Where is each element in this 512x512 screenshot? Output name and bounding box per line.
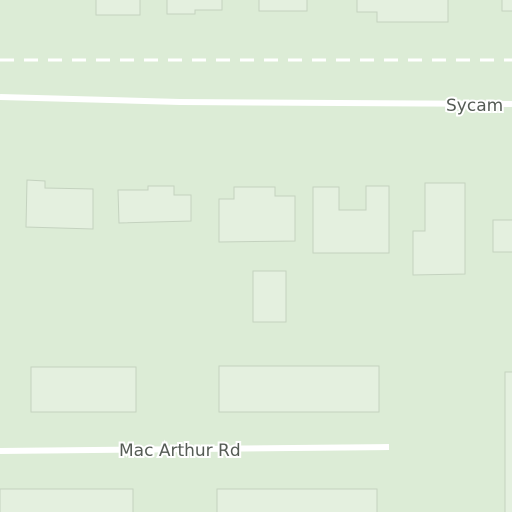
building [412,182,466,276]
road-label-mac-arthur-rd: Mac Arthur Rd [119,441,241,461]
road-mac-arthur-rd[interactable] [0,444,390,454]
building [501,0,512,12]
building [166,0,223,15]
building [356,0,449,23]
building [0,488,134,512]
road-sycamore[interactable] [0,94,512,107]
building [95,0,141,16]
building [258,0,308,12]
building [218,186,296,243]
building [312,185,390,254]
building [218,365,380,413]
building [117,185,192,224]
building [492,219,512,253]
building [25,179,94,230]
building [30,366,137,413]
road-label-sycamore: Sycam [446,96,503,116]
building [252,270,287,323]
building [216,488,378,512]
building [504,371,512,512]
